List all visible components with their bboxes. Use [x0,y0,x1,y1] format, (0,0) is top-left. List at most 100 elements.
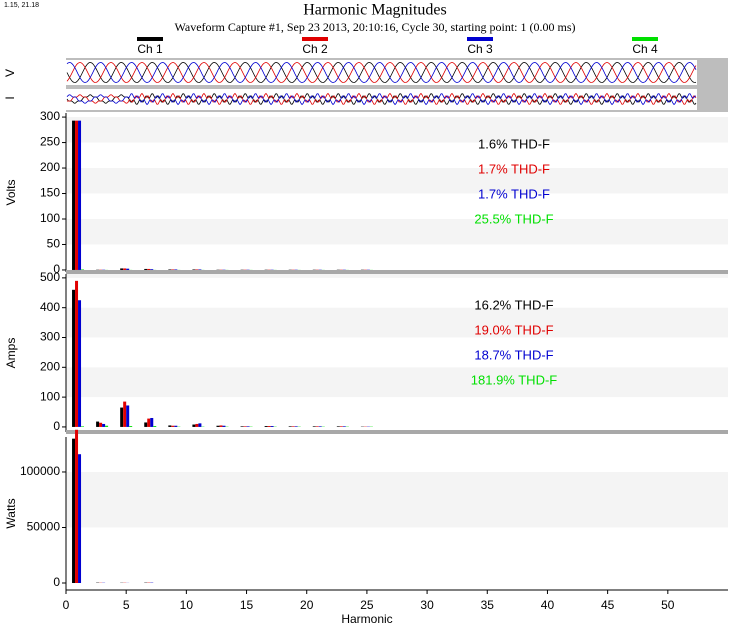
x-tick-label: 30 [420,598,434,612]
y-tick-label: 150 [40,186,60,200]
y-axis-label: Watts [4,498,18,528]
waveform-label: V [3,69,17,77]
bar [126,268,130,270]
bar [315,426,319,427]
y-tick-label: 0 [53,262,60,276]
bar [147,418,151,427]
voltage-wave [66,62,697,83]
y-tick-label: 250 [40,135,60,149]
y-tick-label: 0 [53,419,60,433]
x-tick-label: 35 [481,598,495,612]
bar [342,426,346,427]
bar [150,417,154,427]
x-tick-label: 15 [240,598,254,612]
bar [123,401,127,427]
bar [192,424,196,427]
bar [198,423,202,427]
y-tick-label: 300 [40,330,60,344]
bar [72,289,76,427]
bar [144,422,148,427]
chart-title: Harmonic Magnitudes [303,2,447,19]
bar [240,426,244,427]
bar [78,300,82,427]
grid-band [66,367,728,398]
y-tick-label: 100 [40,389,60,403]
x-tick-label: 45 [601,598,615,612]
x-axis-label: Harmonic [341,612,392,626]
bar [153,426,157,427]
bar [195,269,199,270]
waveforms [66,62,697,106]
thd-annotation: 18.7% THD-F [474,347,553,362]
bar [168,425,172,427]
bar [150,269,154,270]
bar [81,426,85,427]
bar [171,425,175,427]
voltage-wave [66,62,697,83]
bar [336,426,340,427]
bar [126,405,130,427]
x-tick-label: 40 [541,598,555,612]
grid-band [66,274,728,278]
legend-label: Ch 3 [467,42,493,56]
bar [75,120,79,270]
bar [243,426,247,427]
voltage-wave [66,62,697,83]
plot-area [66,274,728,432]
bar [294,426,298,427]
x-tick-label: 0 [63,598,70,612]
grid-band [66,471,728,528]
x-tick-label: 50 [661,598,675,612]
bar [123,268,127,270]
y-axis-label: Amps [4,338,18,369]
bar [129,426,133,427]
current-wave [66,93,697,106]
corner-label: 1.15, 21.18 [4,2,39,9]
bar [147,268,151,270]
bar [288,426,292,427]
y-tick-label: 300 [40,109,60,123]
y-tick-label: 400 [40,300,60,314]
bar [120,407,124,427]
bar [72,120,76,270]
bar [96,421,100,427]
y-tick-label: 100000 [20,464,60,478]
bar [174,269,178,270]
bar [246,426,250,427]
bar [174,425,178,427]
thd-annotation: 181.9% THD-F [471,372,558,387]
bar [105,425,109,427]
y-tick-label: 0 [53,575,60,589]
legend-swatch [632,37,658,41]
bar [198,269,202,270]
y-tick-label: 200 [40,359,60,373]
bar [99,422,103,427]
bar [318,426,322,427]
bar [216,425,220,427]
thd-annotation: 1.7% THD-F [478,161,550,176]
panel-separator [66,270,728,274]
bar [72,438,76,584]
current-wave [66,92,697,105]
bar [171,269,175,270]
thd-annotation: 1.7% THD-F [478,186,550,201]
legend-swatch [467,37,493,41]
thd-annotation: 25.5% THD-F [474,211,553,226]
thd-annotation: 1.6% THD-F [478,136,550,151]
legend-swatch [302,37,328,41]
current-strip [66,89,697,110]
legend-label: Ch 4 [632,42,658,56]
bar [192,269,196,270]
bar [120,268,124,270]
bar [291,426,295,427]
bar [195,423,199,427]
legend-label: Ch 2 [302,42,328,56]
bar [219,425,223,427]
thd-annotation: 16.2% THD-F [474,297,553,312]
x-tick-label: 20 [300,598,314,612]
grid-band [66,168,728,194]
legend-swatch [137,37,163,41]
x-tick-label: 5 [123,598,130,612]
x-tick-label: 10 [180,598,194,612]
